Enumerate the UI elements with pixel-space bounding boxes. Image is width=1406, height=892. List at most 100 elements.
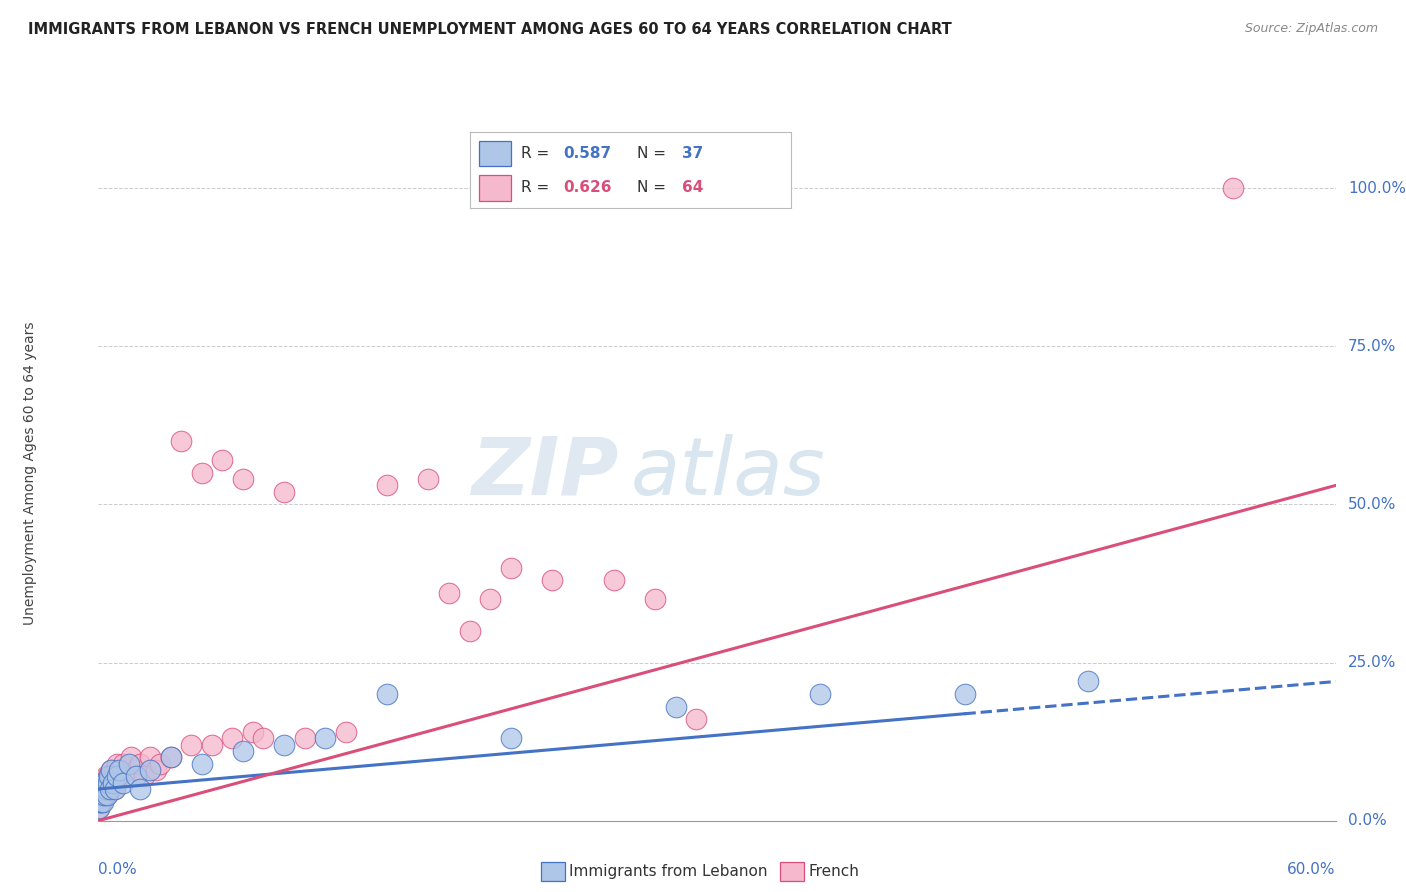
Point [93, 782, 115, 797]
Point [124, 769, 146, 783]
Point [93, 789, 115, 803]
Text: Unemployment Among Ages 60 to 64 years: Unemployment Among Ages 60 to 64 years [24, 321, 38, 624]
Point [91, 775, 114, 789]
Point [644, 592, 666, 607]
Text: Immigrants from Lebanon: Immigrants from Lebanon [569, 864, 768, 879]
Text: 25.0%: 25.0% [1348, 655, 1396, 670]
Point [93, 775, 115, 789]
Point [108, 769, 131, 783]
Point [89, 801, 111, 815]
Point [97, 769, 120, 783]
Point [96, 789, 118, 803]
Text: atlas: atlas [630, 434, 825, 512]
Point [1077, 674, 1099, 689]
Point [112, 775, 135, 789]
Point [335, 725, 357, 739]
Point [149, 756, 172, 771]
Point [118, 756, 141, 771]
Point [89, 795, 111, 809]
Point [128, 756, 150, 771]
Point [232, 744, 254, 758]
Point [139, 750, 162, 764]
Point [91, 789, 114, 803]
Point [273, 738, 295, 752]
Point [541, 574, 564, 588]
Point [89, 789, 111, 803]
Point [90, 775, 112, 789]
Point [112, 756, 135, 771]
Point [685, 713, 707, 727]
Point [110, 763, 132, 777]
Text: 100.0%: 100.0% [1348, 181, 1406, 195]
Point [128, 782, 150, 797]
Point [145, 763, 167, 777]
Point [190, 756, 212, 771]
Point [100, 763, 122, 777]
Point [98, 782, 121, 797]
Text: IMMIGRANTS FROM LEBANON VS FRENCH UNEMPLOYMENT AMONG AGES 60 TO 64 YEARS CORRELA: IMMIGRANTS FROM LEBANON VS FRENCH UNEMPL… [28, 22, 952, 37]
Point [499, 731, 522, 746]
Point [139, 763, 162, 777]
Point [132, 769, 155, 783]
Point [808, 687, 831, 701]
Text: ZIP: ZIP [471, 434, 619, 512]
Point [1222, 181, 1244, 195]
Point [96, 775, 118, 789]
Point [103, 782, 125, 797]
Text: French: French [808, 864, 859, 879]
Point [105, 756, 128, 771]
Text: Source: ZipAtlas.com: Source: ZipAtlas.com [1244, 22, 1378, 36]
Point [273, 484, 295, 499]
Point [314, 731, 336, 746]
Point [94, 769, 117, 783]
Point [91, 775, 114, 789]
Point [96, 789, 118, 803]
Point [108, 763, 131, 777]
Point [94, 782, 117, 797]
Point [101, 775, 124, 789]
Text: 75.0%: 75.0% [1348, 339, 1396, 354]
Point [375, 687, 398, 701]
Point [418, 472, 440, 486]
Point [90, 795, 112, 809]
Point [89, 789, 111, 803]
Point [458, 624, 481, 638]
Point [90, 782, 112, 797]
Point [120, 750, 142, 764]
Point [104, 775, 127, 789]
Point [953, 687, 976, 701]
Point [159, 750, 181, 764]
Point [105, 769, 128, 783]
Point [97, 775, 120, 789]
Point [100, 763, 122, 777]
Point [90, 795, 112, 809]
Point [190, 466, 212, 480]
Point [294, 731, 316, 746]
Point [101, 775, 124, 789]
Point [90, 789, 112, 803]
Point [98, 782, 121, 797]
Point [101, 769, 124, 783]
Point [603, 574, 626, 588]
Point [104, 763, 127, 777]
Point [93, 789, 115, 803]
Point [97, 769, 120, 783]
Point [124, 763, 146, 777]
Text: 50.0%: 50.0% [1348, 497, 1396, 512]
Point [479, 592, 502, 607]
Point [87, 801, 110, 815]
Point [93, 782, 115, 797]
Point [252, 731, 274, 746]
Point [89, 795, 111, 809]
Point [104, 782, 127, 797]
Text: 60.0%: 60.0% [1288, 863, 1336, 878]
Text: 0.0%: 0.0% [1348, 814, 1386, 828]
Point [97, 775, 120, 789]
Point [170, 434, 193, 449]
Point [232, 472, 254, 486]
Point [437, 586, 460, 600]
Point [221, 731, 243, 746]
Point [89, 795, 111, 809]
Point [201, 738, 224, 752]
Text: 0.0%: 0.0% [98, 863, 138, 878]
